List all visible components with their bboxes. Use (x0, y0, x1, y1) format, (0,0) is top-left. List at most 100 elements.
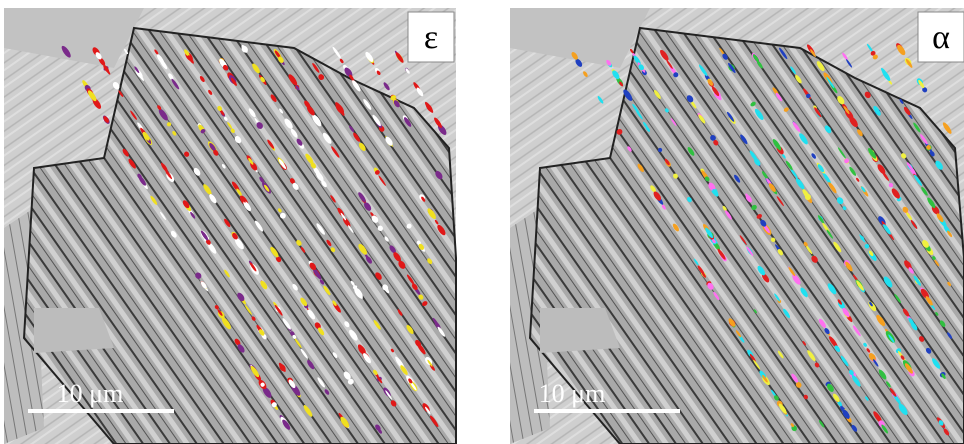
phase-speck (403, 117, 412, 127)
phase-speck (803, 394, 809, 400)
phase-speck (897, 44, 906, 56)
grain (4, 8, 144, 68)
grain (510, 8, 650, 68)
phase-speck (746, 246, 754, 257)
phase-speck (843, 105, 850, 115)
phase-speck (806, 93, 811, 99)
phase-speck (411, 283, 418, 291)
phase-speck (829, 336, 838, 348)
phase-speck (352, 80, 361, 92)
phase-speck (925, 347, 932, 354)
phase-speck (833, 241, 842, 253)
phase-speck (434, 219, 439, 225)
phase-speck (918, 80, 925, 89)
phase-speck (627, 146, 632, 152)
phase-speck (376, 70, 381, 76)
phase-speck (894, 293, 902, 304)
label-box (917, 11, 964, 63)
phase-speck (908, 317, 915, 326)
phase-speck (264, 184, 270, 192)
phase-speck (772, 139, 782, 151)
phase-speck (770, 237, 776, 243)
phase-speck (673, 72, 679, 78)
phase-speck (943, 428, 950, 436)
phase-speck (783, 107, 789, 112)
phase-speck (157, 105, 162, 110)
phase-speck (316, 223, 325, 235)
phase-speck (633, 55, 641, 65)
phase-speck (421, 196, 426, 202)
phase-speck (803, 191, 811, 200)
phase-speck (224, 269, 230, 278)
phase-speck (292, 334, 297, 339)
phase-speck (844, 158, 850, 164)
phase-speck (886, 381, 891, 388)
phase-speck (230, 128, 235, 134)
phase-speck (645, 126, 651, 132)
phase-speck (888, 182, 894, 188)
phase-speck (918, 336, 925, 342)
phase-speck (262, 386, 272, 398)
phase-speck (817, 215, 825, 224)
phase-speck (947, 230, 953, 238)
phase-speck (209, 194, 217, 204)
grain (528, 26, 964, 444)
phase-speck (422, 301, 428, 307)
phase-speck (166, 122, 172, 127)
phase-speck (842, 307, 850, 318)
scale-bar-label: 10 μm (57, 379, 124, 408)
phase-speck (279, 108, 284, 114)
phase-speck (161, 163, 168, 172)
phase-speck (859, 234, 866, 243)
phase-speck (826, 76, 835, 89)
phase-speck (849, 166, 857, 176)
phase-speck (837, 400, 843, 407)
phase-speck (878, 369, 887, 380)
phase-speck (267, 139, 275, 149)
phase-speck (623, 89, 633, 101)
phase-speck (373, 369, 378, 376)
phase-speck (358, 142, 366, 152)
phase-speck (200, 281, 207, 289)
phase-speck (343, 371, 351, 380)
phase-speck (934, 259, 940, 267)
phase-speck (883, 276, 893, 288)
phase-speck (824, 328, 830, 335)
phase-speck (243, 201, 252, 212)
phase-speck (597, 96, 604, 104)
phase-speck (172, 130, 177, 136)
phase-speck (251, 316, 256, 321)
phase-speck (206, 239, 211, 245)
phase-speck (214, 305, 219, 310)
phase-speck (373, 319, 381, 330)
phase-speck (314, 322, 321, 330)
phase-speck (164, 169, 173, 180)
phase-speck (822, 172, 831, 184)
phase-speck (868, 147, 877, 159)
phase-speck (241, 197, 246, 203)
phase-speck (901, 153, 907, 159)
phase-speck (824, 125, 832, 134)
phase-speck (200, 128, 206, 134)
grain (34, 308, 114, 353)
phase-speck (312, 267, 322, 280)
phase-speck (278, 56, 284, 63)
phase-speck (882, 70, 891, 81)
phase-speck (292, 182, 299, 190)
phase-speck (134, 66, 140, 74)
phase-speck (920, 134, 928, 145)
phase-speck (653, 191, 662, 201)
phase-speck (278, 159, 287, 169)
phase-speck (270, 246, 279, 258)
phase-speck (619, 81, 624, 87)
phase-speck (364, 253, 372, 263)
phase-speck (712, 188, 719, 197)
phase-speck (342, 217, 351, 228)
phase-speck (926, 145, 931, 150)
phase-speck (925, 296, 933, 306)
phase-speck (406, 324, 414, 335)
phase-speck (790, 423, 795, 428)
phase-speck (947, 281, 952, 287)
phase-speck (390, 95, 397, 101)
phase-speck (790, 66, 796, 75)
